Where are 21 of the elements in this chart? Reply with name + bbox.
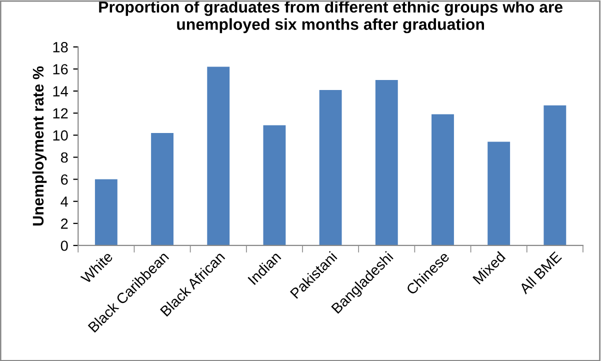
- bar: [151, 132, 174, 246]
- y-tick-label: 18: [53, 42, 68, 52]
- y-tick-label: 0: [60, 240, 68, 251]
- y-tick-label: 16: [53, 64, 68, 74]
- bar: [319, 90, 342, 246]
- bar: [94, 179, 118, 246]
- bar: [432, 114, 454, 246]
- bar: [375, 80, 398, 246]
- y-axis-title: Unemployment rate %: [32, 66, 47, 226]
- y-tick-label: 6: [61, 174, 68, 185]
- chart-title: Proportion of graduates from different ethnic groups who are unemployed six months after graduation: [99, 0, 563, 34]
- y-tick-label: 12: [53, 108, 68, 118]
- bar: [207, 66, 230, 246]
- y-tick-label: 4: [60, 196, 68, 207]
- y-tick-label: 14: [53, 86, 68, 96]
- y-tick-label: 10: [53, 130, 68, 141]
- bar: [488, 142, 510, 246]
- y-tick-label: 2: [61, 218, 68, 229]
- bar: [263, 125, 286, 246]
- y-tick-label: 8: [60, 152, 68, 163]
- bar: [544, 105, 566, 246]
